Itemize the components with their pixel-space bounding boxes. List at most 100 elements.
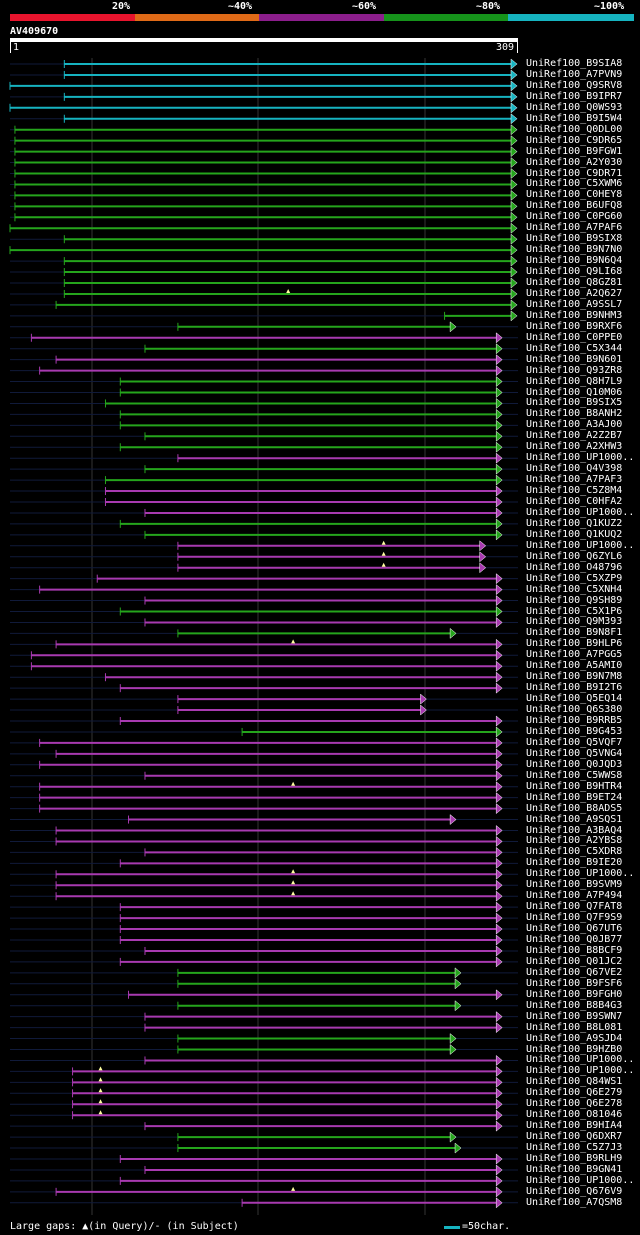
hit-name[interactable]: UniRef100_Q7F9S9	[526, 912, 623, 924]
hit-name[interactable]: UniRef100_A3BAQ4	[526, 824, 623, 836]
hit-name[interactable]: UniRef100_Q5VQF7	[526, 736, 623, 748]
hit-name[interactable]: UniRef100_B9ET24	[526, 791, 623, 803]
hit-name[interactable]: UniRef100_A7P494	[526, 890, 623, 902]
hit-name[interactable]: UniRef100_B9SVM9	[526, 879, 623, 891]
hit-name[interactable]: UniRef100_UP1000..	[526, 1054, 635, 1066]
hit-name[interactable]: UniRef100_Q10M06	[526, 386, 623, 398]
hit-name[interactable]: UniRef100_C0PPE0	[526, 331, 623, 343]
hit-name[interactable]: UniRef100_UP1000..	[526, 506, 635, 518]
hit-name[interactable]: UniRef100_B9N7N0	[526, 244, 623, 256]
hit-name[interactable]: UniRef100_A3AJ00	[526, 419, 623, 431]
hit-name[interactable]: UniRef100_A7PAF6	[526, 222, 623, 234]
hit-name[interactable]: UniRef100_B9HTR4	[526, 780, 623, 792]
hit-name[interactable]: UniRef100_A2YBS8	[526, 835, 623, 847]
hit-name[interactable]: UniRef100_A9SJD4	[526, 1032, 623, 1044]
hit-name[interactable]: UniRef100_Q7FAT8	[526, 901, 623, 913]
hit-name[interactable]: UniRef100_Q9LI68	[526, 266, 623, 278]
hit-name[interactable]: UniRef100_B8B4G3	[526, 999, 623, 1011]
hit-name[interactable]: UniRef100_Q1KUZ2	[526, 517, 623, 529]
hit-name[interactable]: UniRef100_C5X344	[526, 342, 623, 354]
hit-name[interactable]: UniRef100_C5Z8M4	[526, 485, 623, 497]
hit-name[interactable]: UniRef100_Q01JC2	[526, 955, 623, 967]
hit-name[interactable]: UniRef100_A2Q627	[526, 287, 623, 299]
hit-name[interactable]: UniRef100_A7PVN9	[526, 68, 623, 80]
hit-name[interactable]: UniRef100_Q8GZ81	[526, 277, 623, 288]
hit-name[interactable]: UniRef100_B9G453	[526, 725, 623, 737]
hit-name[interactable]: UniRef100_Q9M393	[526, 616, 623, 628]
hit-name[interactable]: UniRef100_B9N6Q4	[526, 255, 623, 267]
hit-name[interactable]: UniRef100_C5XDR8	[526, 846, 623, 858]
hit-name[interactable]: UniRef100_B6UFQ8	[526, 200, 623, 212]
hit-name[interactable]: UniRef100_C5Z7J3	[526, 1142, 623, 1154]
hit-name[interactable]: UniRef100_B9I2T6	[526, 682, 623, 694]
hit-name[interactable]: UniRef100_B9GN41	[526, 1163, 623, 1175]
hit-name[interactable]: UniRef100_Q84WS1	[526, 1076, 623, 1088]
hit-name[interactable]: UniRef100_A7QSM8	[526, 1196, 623, 1208]
hit-name[interactable]: UniRef100_O81046	[526, 1109, 623, 1121]
hit-name[interactable]: UniRef100_Q67VE2	[526, 966, 623, 978]
hit-name[interactable]: UniRef100_Q6DXR7	[526, 1131, 623, 1143]
hit-name[interactable]: UniRef100_A9SQS1	[526, 813, 623, 825]
hit-name[interactable]: UniRef100_B9IE20	[526, 857, 623, 869]
hit-name[interactable]: UniRef100_B9HZB0	[526, 1043, 623, 1055]
hit-name[interactable]: UniRef100_A7PGG5	[526, 649, 623, 661]
hit-name[interactable]: UniRef100_B9N8F1	[526, 627, 623, 639]
hit-name[interactable]: UniRef100_Q0JB77	[526, 934, 623, 945]
hit-name[interactable]: UniRef100_A7PAF3	[526, 474, 623, 486]
hit-name[interactable]: UniRef100_B9SIX5	[526, 397, 623, 409]
hit-name[interactable]: UniRef100_UP1000..	[526, 868, 635, 880]
hit-name[interactable]: UniRef100_C9DR71	[526, 167, 623, 179]
hit-name[interactable]: UniRef100_A9SSL7	[526, 298, 623, 310]
hit-name[interactable]: UniRef100_Q6E278	[526, 1098, 623, 1110]
hit-name[interactable]: UniRef100_Q9SRV8	[526, 79, 623, 91]
hit-name[interactable]: UniRef100_A2Z2B7	[526, 430, 623, 442]
hit-name[interactable]: UniRef100_UP1000..	[526, 452, 635, 464]
hit-name[interactable]: UniRef100_B9FGH0	[526, 988, 623, 1000]
hit-name[interactable]: UniRef100_UP1000..	[526, 1174, 635, 1186]
hit-name[interactable]: UniRef100_C5XZP9	[526, 572, 623, 584]
hit-name[interactable]: UniRef100_Q0WS93	[526, 101, 623, 113]
hit-name[interactable]: UniRef100_B9RXF6	[526, 320, 623, 332]
hit-name[interactable]: UniRef100_C0HFA2	[526, 496, 623, 507]
hit-name[interactable]: UniRef100_B9NHM3	[526, 309, 623, 321]
hit-name[interactable]: UniRef100_C0HEY8	[526, 189, 623, 201]
hit-name[interactable]: UniRef100_B9I5W4	[526, 112, 623, 124]
hit-name[interactable]: UniRef100_Q0DL00	[526, 123, 623, 135]
hit-name[interactable]: UniRef100_Q1KUQ2	[526, 528, 623, 540]
hit-name[interactable]: UniRef100_Q4V398	[526, 463, 623, 475]
hit-name[interactable]: UniRef100_C5WWS8	[526, 769, 623, 781]
hit-name[interactable]: UniRef100_Q6S380	[526, 704, 623, 716]
hit-name[interactable]: UniRef100_B9FSF6	[526, 977, 623, 989]
hit-name[interactable]: UniRef100_Q6E279	[526, 1087, 623, 1099]
hit-name[interactable]: UniRef100_Q8H7L9	[526, 375, 623, 387]
hit-name[interactable]: UniRef100_Q93ZR8	[526, 364, 623, 376]
hit-name[interactable]: UniRef100_B8ADS5	[526, 802, 623, 814]
hit-name[interactable]: UniRef100_B9SIA8	[526, 58, 623, 69]
hit-name[interactable]: UniRef100_Q676V9	[526, 1185, 623, 1197]
hit-name[interactable]: UniRef100_A5AMI0	[526, 660, 623, 672]
hit-name[interactable]: UniRef100_C0PG60	[526, 211, 623, 223]
hit-name[interactable]: UniRef100_B9SWN7	[526, 1010, 623, 1022]
hit-name[interactable]: UniRef100_Q6ZYL6	[526, 550, 623, 562]
hit-name[interactable]: UniRef100_B8L081	[526, 1021, 623, 1033]
hit-name[interactable]: UniRef100_B8ANH2	[526, 408, 623, 420]
hit-name[interactable]: UniRef100_UP1000..	[526, 1065, 635, 1077]
hit-name[interactable]: UniRef100_B9HLP6	[526, 638, 623, 650]
hit-name[interactable]: UniRef100_C9DR65	[526, 134, 623, 146]
hit-name[interactable]: UniRef100_B9RRB5	[526, 715, 623, 726]
hit-name[interactable]: UniRef100_Q67UT6	[526, 923, 623, 935]
hit-name[interactable]: UniRef100_A2Y030	[526, 156, 623, 168]
hit-name[interactable]: UniRef100_O48796	[526, 561, 623, 573]
hit-name[interactable]: UniRef100_B9N7M8	[526, 671, 623, 683]
hit-name[interactable]: UniRef100_B8BCF9	[526, 944, 623, 956]
hit-name[interactable]: UniRef100_UP1000..	[526, 539, 635, 551]
hit-name[interactable]: UniRef100_B9SIX8	[526, 233, 623, 245]
hit-name[interactable]: UniRef100_B9HIA4	[526, 1120, 623, 1132]
hit-name[interactable]: UniRef100_C5XWM6	[526, 178, 623, 190]
hit-name[interactable]: UniRef100_B9N601	[526, 353, 623, 365]
hit-name[interactable]: UniRef100_B9IPR7	[526, 90, 623, 102]
hit-name[interactable]: UniRef100_B9FGW1	[526, 145, 623, 157]
hit-name[interactable]: UniRef100_Q5EQ14	[526, 693, 623, 705]
hit-name[interactable]: UniRef100_B9RLH9	[526, 1153, 623, 1164]
hit-name[interactable]: UniRef100_Q5VNG4	[526, 747, 623, 759]
